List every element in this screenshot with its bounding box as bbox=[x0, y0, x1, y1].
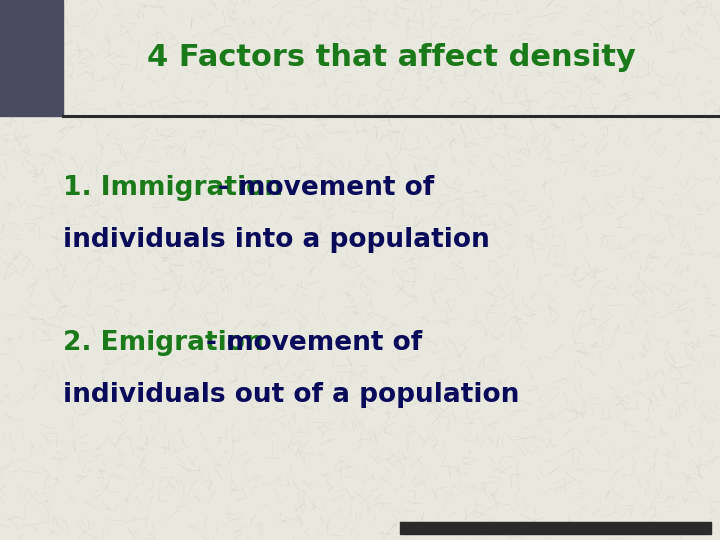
Bar bbox=[0, 0, 63, 116]
Text: individuals out of a population: individuals out of a population bbox=[63, 382, 519, 408]
Text: 4 Factors that affect density: 4 Factors that affect density bbox=[148, 44, 636, 72]
Text: - movement of: - movement of bbox=[218, 175, 434, 201]
Text: - movement of: - movement of bbox=[206, 330, 422, 356]
Text: 2. Emigration: 2. Emigration bbox=[63, 330, 264, 356]
Bar bbox=[400, 522, 711, 534]
Text: 1. Immigration: 1. Immigration bbox=[63, 175, 283, 201]
Text: individuals into a population: individuals into a population bbox=[63, 227, 490, 253]
